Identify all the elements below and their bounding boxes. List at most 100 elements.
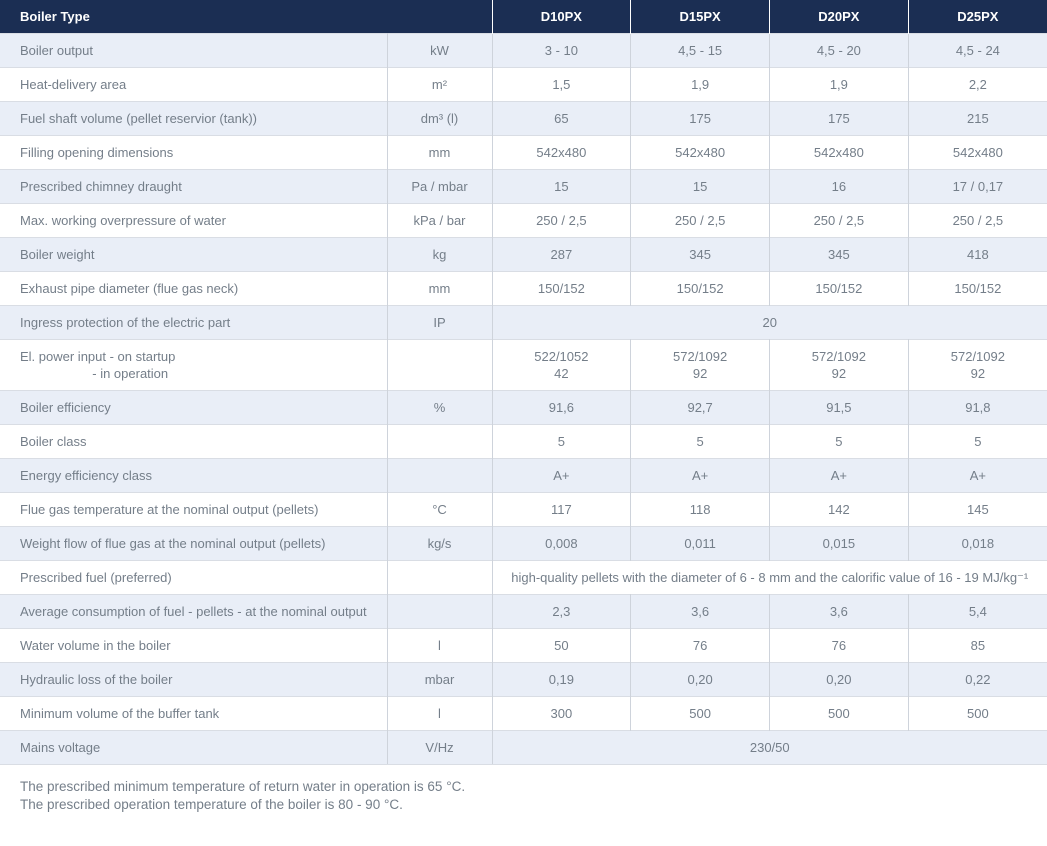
table-row: Max. working overpressure of water kPa / … (0, 202, 1047, 237)
row-unit (387, 593, 493, 628)
footnotes: The prescribed minimum temperature of re… (0, 765, 1047, 814)
row-unit: m² (387, 66, 493, 101)
row-value: 522/1052 42 (492, 338, 632, 390)
column-header: D25PX (908, 0, 1047, 33)
row-value: A+ (630, 457, 770, 492)
row-value: 5,4 (908, 593, 1047, 628)
row-value: 15 (630, 168, 770, 203)
row-value: 0,015 (769, 525, 909, 560)
table-row: Exhaust pipe diameter (flue gas neck) mm 1… (0, 270, 1047, 305)
row-value: 145 (908, 491, 1047, 526)
table-row: Weight flow of flue gas at the nominal o… (0, 525, 1047, 560)
row-value: A+ (908, 457, 1047, 492)
row-value: 1,9 (630, 66, 770, 101)
table-row: Water volume in the boiler l 50 76 76 85 (0, 627, 1047, 662)
row-unit: mm (387, 270, 493, 305)
row-value: 76 (769, 627, 909, 662)
row-value: 500 (769, 695, 909, 730)
row-value: 300 (492, 695, 632, 730)
row-value: 0,20 (630, 661, 770, 696)
note-return-water-temp: The prescribed minimum temperature of re… (20, 778, 466, 794)
row-value: 542x480 (630, 134, 770, 169)
table-row: Boiler class 5 5 5 5 (0, 423, 1047, 458)
row-value: 1,9 (769, 66, 909, 101)
table-row: Minimum volume of the buffer tank l 300 500… (0, 695, 1047, 730)
row-label: Mains voltage (0, 729, 388, 765)
row-label: Hydraulic loss of the boiler (0, 661, 388, 696)
boiler-spec-table: Boiler Type D10PX D15PX D20PX D25PX Boiler … (0, 0, 1047, 765)
table-row: Mains voltage V/Hz 230/50 (0, 729, 1047, 765)
row-value: 572/1092 92 (769, 338, 909, 390)
row-value: 91,5 (769, 389, 909, 424)
row-value: A+ (769, 457, 909, 492)
row-label: Prescribed fuel (preferred) (0, 559, 388, 594)
row-unit: kg/s (387, 525, 493, 560)
row-label: Ingress protection of the electric part (0, 304, 388, 339)
row-label: Water volume in the boiler (0, 627, 388, 662)
row-value: 15 (492, 168, 632, 203)
table-body: Boiler output kW 3 - 10 4,5 - 15 4,5 - 20 4,5… (0, 32, 1047, 765)
row-value: 250 / 2,5 (908, 202, 1047, 237)
row-value: 150/152 (492, 270, 632, 305)
row-unit: V/Hz (387, 729, 493, 765)
row-value: 4,5 - 24 (908, 32, 1047, 67)
row-label: Energy efficiency class (0, 457, 388, 492)
row-value: 500 (630, 695, 770, 730)
row-label: Boiler output (0, 32, 388, 67)
row-label: Weight flow of flue gas at the nominal o… (0, 525, 388, 560)
table-row: Fuel shaft volume (pellet reservior (tan… (0, 100, 1047, 135)
table-row: Ingress protection of the electric part I… (0, 304, 1047, 339)
row-label: Exhaust pipe diameter (flue gas neck) (0, 270, 388, 305)
row-value: 542x480 (908, 134, 1047, 169)
row-value: 2,3 (492, 593, 632, 628)
row-value: 50 (492, 627, 632, 662)
row-value: 85 (908, 627, 1047, 662)
row-value: 0,011 (630, 525, 770, 560)
row-unit: kg (387, 236, 493, 271)
row-value-merged: high-quality pellets with the diameter o… (492, 559, 1047, 594)
row-value: 1,5 (492, 66, 632, 101)
row-label: Boiler efficiency (0, 389, 388, 424)
row-value: 250 / 2,5 (769, 202, 909, 237)
row-label: Boiler class (0, 423, 388, 458)
row-label: Heat-delivery area (0, 66, 388, 101)
row-value: 91,8 (908, 389, 1047, 424)
row-value: 215 (908, 100, 1047, 135)
table-row: Heat-delivery area m² 1,5 1,9 1,9 2,2 (0, 66, 1047, 101)
row-value-merged: 230/50 (492, 729, 1047, 765)
table-row: El. power input - on startup - in operat… (0, 338, 1047, 390)
row-unit: Pa / mbar (387, 168, 493, 203)
row-unit: l (387, 695, 493, 730)
row-unit (387, 457, 493, 492)
row-value: 250 / 2,5 (630, 202, 770, 237)
column-header: D15PX (630, 0, 770, 33)
row-unit: kW (387, 32, 493, 67)
row-value: A+ (492, 457, 632, 492)
table-row: Boiler weight kg 287 345 345 418 (0, 236, 1047, 271)
row-unit: l (387, 627, 493, 662)
row-value: 5 (769, 423, 909, 458)
row-value: 92,7 (630, 389, 770, 424)
table-row: Boiler output kW 3 - 10 4,5 - 15 4,5 - 20 4,5… (0, 32, 1047, 67)
row-unit: mm (387, 134, 493, 169)
row-value: 5 (908, 423, 1047, 458)
row-value: 418 (908, 236, 1047, 271)
row-value: 500 (908, 695, 1047, 730)
row-value: 572/1092 92 (908, 338, 1047, 390)
row-value-merged: 20 (492, 304, 1047, 339)
row-label: El. power input - on startup - in operat… (0, 338, 388, 390)
row-value: 345 (769, 236, 909, 271)
row-value: 3,6 (769, 593, 909, 628)
row-value: 150/152 (630, 270, 770, 305)
column-header: D10PX (492, 0, 632, 33)
column-header: D20PX (769, 0, 909, 33)
table-row: Energy efficiency class A+ A+ A+ A+ (0, 457, 1047, 492)
row-value: 542x480 (769, 134, 909, 169)
row-value: 542x480 (492, 134, 632, 169)
row-unit (387, 423, 493, 458)
row-value: 150/152 (908, 270, 1047, 305)
row-value: 4,5 - 15 (630, 32, 770, 67)
row-unit: % (387, 389, 493, 424)
row-value: 572/1092 92 (630, 338, 770, 390)
table-row: Hydraulic loss of the boiler mbar 0,19 0,20… (0, 661, 1047, 696)
